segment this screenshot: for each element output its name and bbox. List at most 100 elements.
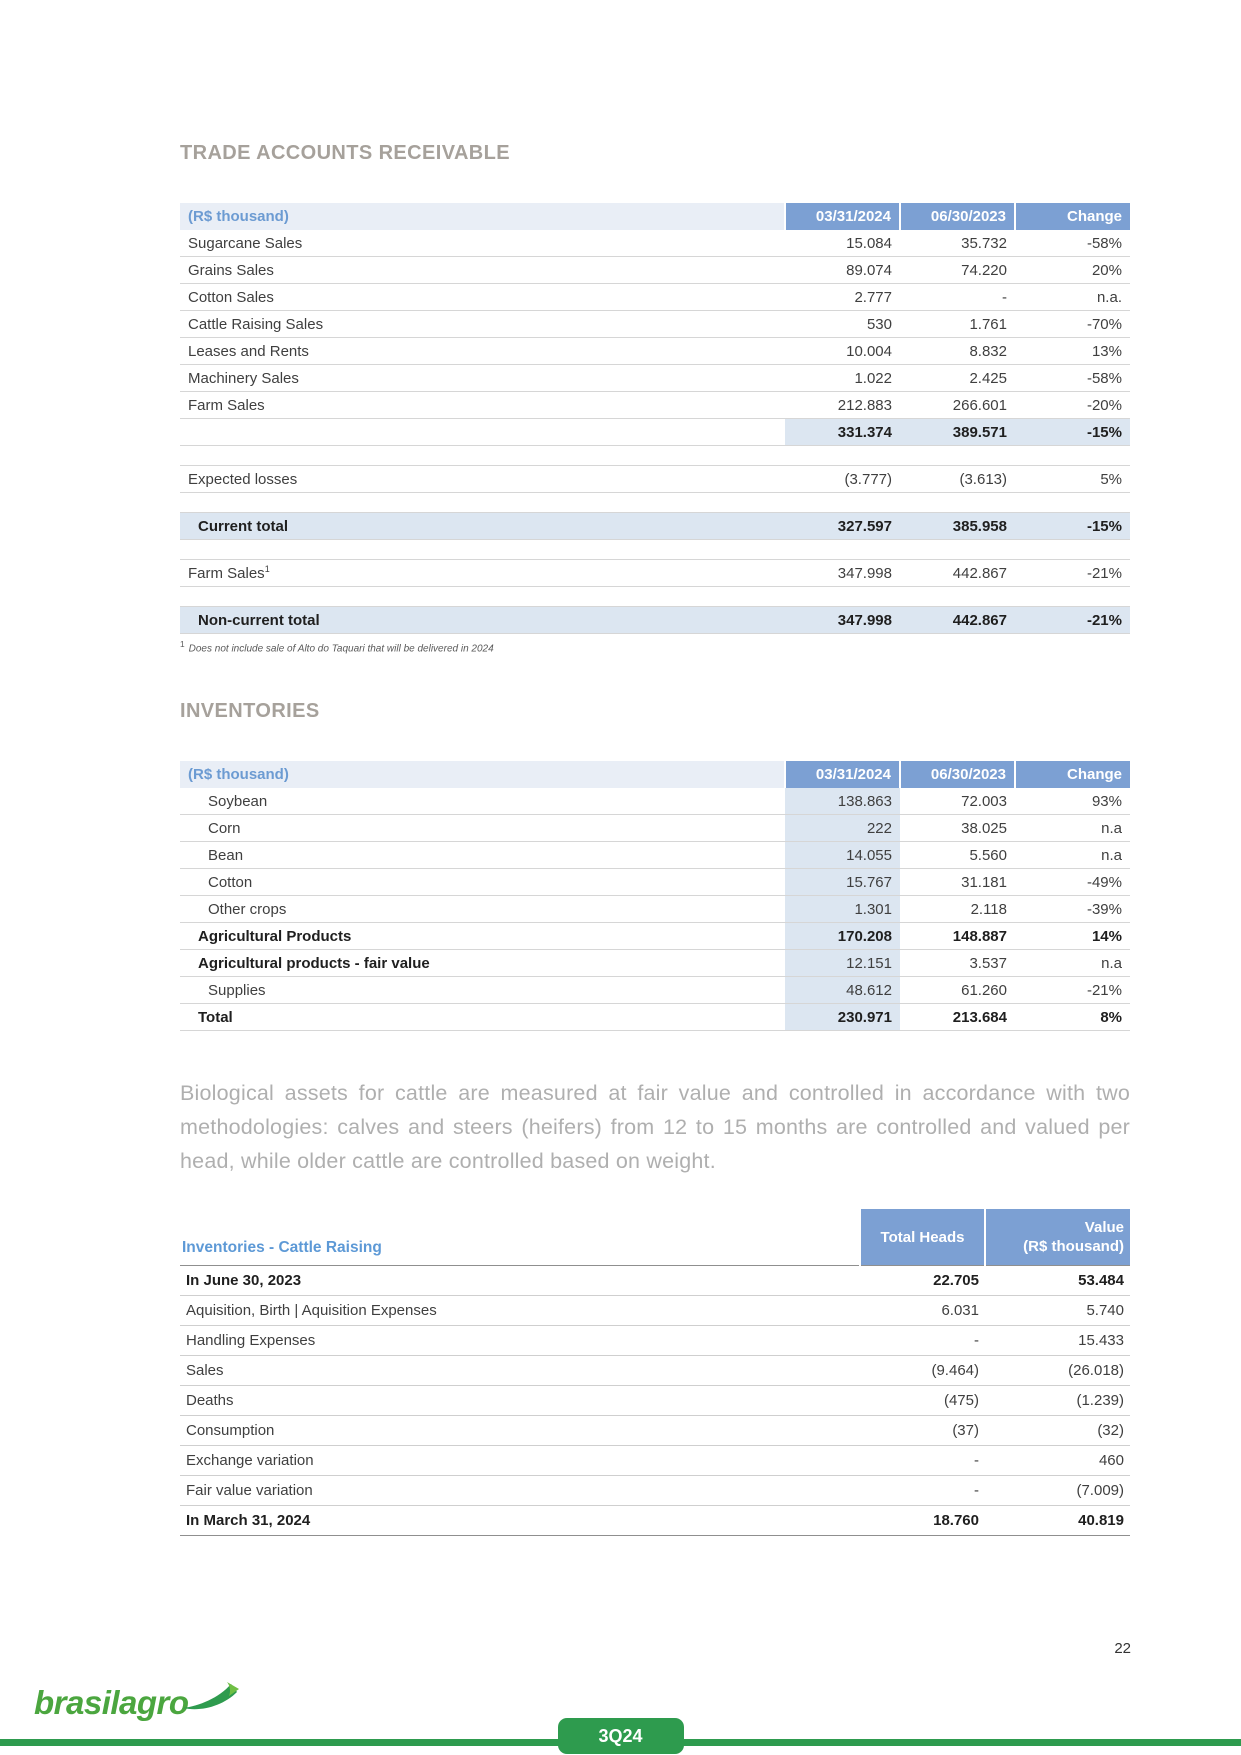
heads-cell: 18.760 bbox=[860, 1505, 985, 1537]
row-handling-expenses: Handling Expenses - 15.433 bbox=[180, 1325, 1130, 1357]
value-cell: 89.074 bbox=[785, 256, 900, 284]
spacer-row bbox=[180, 492, 1130, 513]
heads-cell: (37) bbox=[860, 1415, 985, 1447]
value-cell: 266.601 bbox=[900, 391, 1015, 419]
value-cell: (3.613) bbox=[900, 465, 1015, 493]
row-label: Corn bbox=[180, 814, 785, 843]
value-cell: 2.777 bbox=[785, 283, 900, 311]
heads-cell: - bbox=[860, 1475, 985, 1507]
header-col-03-31-2024: 03/31/2024 bbox=[784, 761, 900, 789]
cattle-table-title: Inventories - Cattle Raising bbox=[182, 1239, 382, 1257]
change-cell: n.a bbox=[1015, 949, 1130, 978]
row-label: Sales bbox=[180, 1355, 860, 1387]
page-number: 22 bbox=[1114, 1640, 1131, 1657]
value-cell: (3.777) bbox=[785, 465, 900, 493]
logo-swoosh-icon bbox=[182, 1682, 239, 1710]
spacer-row bbox=[180, 445, 1130, 466]
value-cell: 442.867 bbox=[900, 606, 1015, 634]
value-cell: 14.055 bbox=[785, 841, 900, 870]
header-col-change: Change bbox=[1014, 203, 1130, 230]
row-label: Current total bbox=[180, 512, 785, 540]
change-cell: -49% bbox=[1015, 868, 1130, 897]
row-label-text: Farm Sales bbox=[188, 565, 265, 582]
change-cell: -58% bbox=[1015, 364, 1130, 392]
value-cell: 2.425 bbox=[900, 364, 1015, 392]
value-cell: 148.887 bbox=[900, 922, 1015, 951]
row-sales: Sales (9.464) (26.018) bbox=[180, 1355, 1130, 1387]
table-header-row: (R$ thousand) 03/31/2024 06/30/2023 Chan… bbox=[180, 761, 1130, 789]
row-cotton: Cotton 15.767 31.181 -49% bbox=[180, 868, 1130, 897]
value-cell: - bbox=[900, 283, 1015, 311]
change-cell: 13% bbox=[1015, 337, 1130, 365]
quarter-tab: 3Q24 bbox=[557, 1718, 684, 1754]
row-label: Grains Sales bbox=[180, 256, 785, 284]
row-label: Cotton bbox=[180, 868, 785, 897]
value-cell: 230.971 bbox=[785, 1003, 900, 1032]
logo-wordmark: brasilagro bbox=[34, 1684, 189, 1721]
row-label: Farm Sales1 bbox=[180, 559, 785, 587]
change-cell: -21% bbox=[1015, 559, 1130, 587]
value-cell: 222 bbox=[785, 814, 900, 843]
row-label: In June 30, 2023 bbox=[180, 1265, 860, 1297]
footnote-text: Does not include sale of Alto do Taquari… bbox=[188, 643, 494, 655]
value-cell: 38.025 bbox=[900, 814, 1015, 843]
row-corn: Corn 222 38.025 n.a bbox=[180, 814, 1130, 843]
change-cell: -15% bbox=[1015, 418, 1130, 446]
header-col-06-30-2023: 06/30/2023 bbox=[899, 761, 1015, 789]
value-cell: 347.998 bbox=[785, 559, 900, 587]
value-cell: 442.867 bbox=[900, 559, 1015, 587]
biological-assets-paragraph: Biological assets for cattle are measure… bbox=[180, 1081, 1130, 1174]
value-cell: 1.761 bbox=[900, 310, 1015, 338]
inventories-title: INVENTORIES bbox=[180, 700, 320, 723]
row-label: Leases and Rents bbox=[180, 337, 785, 365]
row-leases-and-rents: Leases and Rents 10.004 8.832 13% bbox=[180, 337, 1130, 365]
value-cell: 40.819 bbox=[985, 1505, 1130, 1537]
row-total: Total 230.971 213.684 8% bbox=[180, 1003, 1130, 1032]
row-label: Non-current total bbox=[180, 606, 785, 634]
brasilagro-logo: brasilagro bbox=[34, 1682, 239, 1722]
table-header-row: (R$ thousand) 03/31/2024 06/30/2023 Chan… bbox=[180, 203, 1130, 230]
value-cell: 212.883 bbox=[785, 391, 900, 419]
trade-receivable-title: TRADE ACCOUNTS RECEIVABLE bbox=[180, 142, 511, 164]
value-cell: 72.003 bbox=[900, 788, 1015, 816]
subtotal-row: 331.374 389.571 -15% bbox=[180, 418, 1130, 446]
value-cell: 389.571 bbox=[900, 418, 1015, 446]
change-cell: -39% bbox=[1015, 895, 1130, 924]
heads-cell: (9.464) bbox=[860, 1355, 985, 1387]
value-cell: 1.301 bbox=[785, 895, 900, 924]
value-cell: (32) bbox=[985, 1415, 1130, 1447]
row-label: Cotton Sales bbox=[180, 283, 785, 311]
value-cell: 74.220 bbox=[900, 256, 1015, 284]
change-cell: n.a bbox=[1015, 814, 1130, 843]
value-cell: 530 bbox=[785, 310, 900, 338]
value-cell: 15.767 bbox=[785, 868, 900, 897]
row-label: Sugarcane Sales bbox=[180, 230, 785, 257]
change-cell: 20% bbox=[1015, 256, 1130, 284]
value-cell: (26.018) bbox=[985, 1355, 1130, 1387]
header-total-heads: Total Heads bbox=[859, 1209, 985, 1266]
value-cell: 53.484 bbox=[985, 1265, 1130, 1297]
row-label: Fair value variation bbox=[180, 1475, 860, 1507]
cattle-raising-table: Inventories - Cattle Raising Total Heads… bbox=[180, 1209, 1130, 1537]
row-label: Expected losses bbox=[180, 465, 785, 493]
row-farm-sales-noncurrent: Farm Sales1 347.998 442.867 -21% bbox=[180, 559, 1130, 587]
row-label bbox=[180, 418, 785, 446]
row-label: Consumption bbox=[180, 1415, 860, 1447]
footnote-number: 1 bbox=[180, 639, 185, 649]
change-cell: -21% bbox=[1015, 976, 1130, 1005]
row-machinery-sales: Machinery Sales 1.022 2.425 -58% bbox=[180, 364, 1130, 392]
heads-cell: (475) bbox=[860, 1385, 985, 1417]
row-fair-value-variation: Fair value variation - (7.009) bbox=[180, 1475, 1130, 1507]
table-header-row: Inventories - Cattle Raising Total Heads… bbox=[180, 1209, 1130, 1266]
row-expected-losses: Expected losses (3.777) (3.613) 5% bbox=[180, 465, 1130, 493]
row-soybean: Soybean 138.863 72.003 93% bbox=[180, 788, 1130, 816]
row-aquisition-birth: Aquisition, Birth | Aquisition Expenses … bbox=[180, 1295, 1130, 1327]
value-cell: (1.239) bbox=[985, 1385, 1130, 1417]
row-label: Bean bbox=[180, 841, 785, 870]
value-cell: 331.374 bbox=[785, 418, 900, 446]
row-grains-sales: Grains Sales 89.074 74.220 20% bbox=[180, 256, 1130, 284]
row-agricultural-products-fair-value: Agricultural products - fair value 12.15… bbox=[180, 949, 1130, 978]
row-label: Exchange variation bbox=[180, 1445, 860, 1477]
value-cell: 35.732 bbox=[900, 230, 1015, 257]
